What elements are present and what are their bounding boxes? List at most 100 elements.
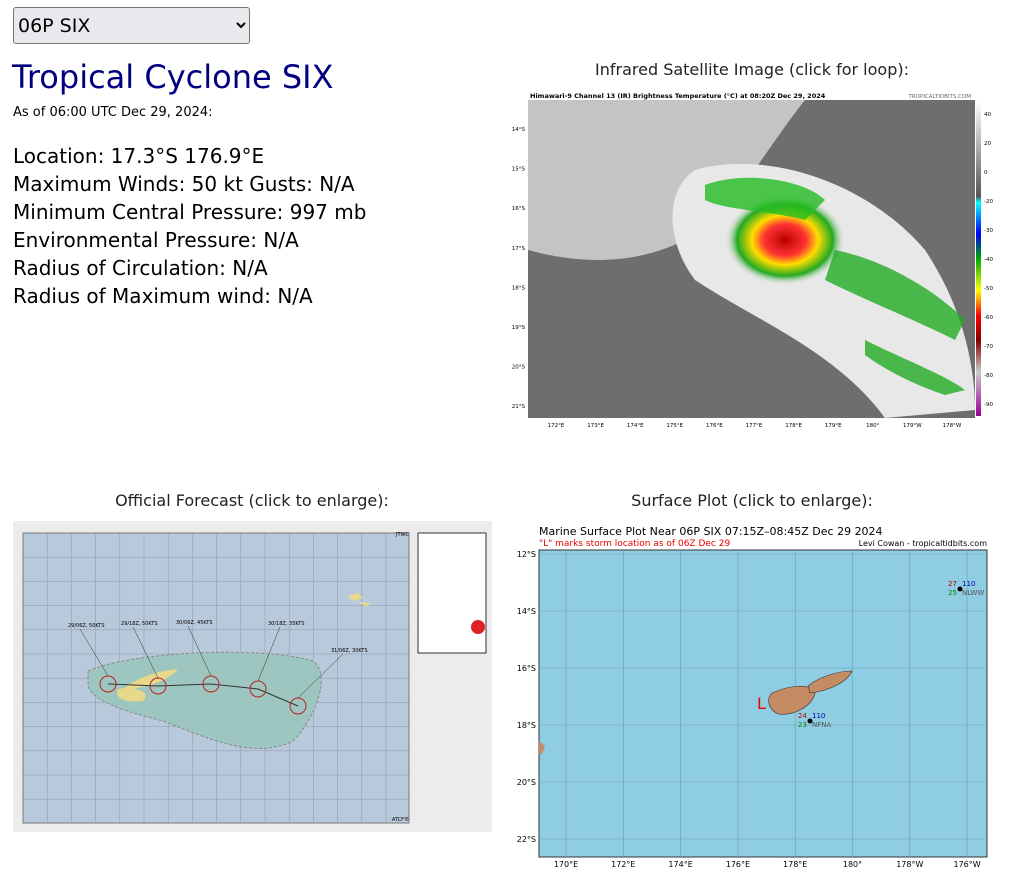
track <box>107 683 299 707</box>
island <box>348 593 370 607</box>
as-of: As of 06:00 UTC Dec 29, 2024: <box>13 105 213 120</box>
colorbar-label: -70 <box>984 344 993 350</box>
lat-label: 14°S <box>517 607 536 616</box>
satellite-credit: TROPICALTIDBITS.COM <box>908 94 972 100</box>
station-id: NLWW <box>962 589 984 597</box>
surface-credit: Levi Cowan - tropicaltidbits.com <box>859 539 988 548</box>
station-dot <box>957 586 963 592</box>
island <box>768 685 816 715</box>
colorbar-label: -60 <box>984 315 993 321</box>
lon-label: 174°E <box>668 860 692 869</box>
info-line: Radius of Maximum wind: N/A <box>13 284 313 308</box>
leader <box>297 653 344 699</box>
lat-label: 14°S <box>512 127 526 133</box>
station-temp: 27 <box>948 580 957 588</box>
station-pressure: 110 <box>812 712 825 720</box>
lon-label: 178°E <box>785 423 802 429</box>
island <box>807 670 853 694</box>
lat-label: 12°S <box>517 550 536 559</box>
lat-label: 18°S <box>517 721 536 730</box>
island <box>117 688 146 702</box>
leader <box>257 626 281 682</box>
lon-label: 178°E <box>783 860 807 869</box>
lon-label: 178°W <box>896 860 923 869</box>
lon-label: 178°W <box>943 423 962 429</box>
station-pressure: 110 <box>962 580 975 588</box>
lon-label: 176°W <box>954 860 981 869</box>
atcf: ATCF® <box>392 816 409 823</box>
colorbar-label: -20 <box>984 199 993 205</box>
lon-label: 179°E <box>825 423 842 429</box>
colorbar <box>976 102 981 416</box>
satellite-title: Himawari-9 Channel 13 (IR) Brightness Te… <box>530 92 826 100</box>
info-line: Radius of Circulation: N/A <box>13 256 268 280</box>
island <box>539 741 545 754</box>
leader <box>132 626 159 679</box>
lat-label: 16°S <box>517 664 536 673</box>
map-area <box>538 549 988 858</box>
lon-label: 180° <box>866 423 879 429</box>
storm-select[interactable]: 06P SIX <box>13 7 250 44</box>
lat-label: 20°S <box>512 365 526 371</box>
lon-label: 177°E <box>746 423 763 429</box>
info-line: Location: 17.3°S 176.9°E <box>13 144 265 168</box>
lat-label: 21°S <box>512 404 526 410</box>
info-line: Maximum Winds: 50 kt Gusts: N/A <box>13 172 355 196</box>
station-dew: 23 <box>798 721 807 729</box>
lon-label: 179°W <box>903 423 922 429</box>
storm-info: Location: 17.3°S 176.9°E Maximum Winds: 5… <box>13 142 366 310</box>
legend-icon <box>471 620 485 634</box>
surface-image[interactable]: Marine Surface Plot Near 06P SIX 07:15Z–… <box>510 521 1022 873</box>
lon-label: 174°E <box>627 423 644 429</box>
forecast-image[interactable]: JTWC ATCF® 29/06Z, 50KTS 29/18Z, 50KTS 30/… <box>13 521 492 832</box>
lat-label: 15°S <box>512 167 526 173</box>
lon-label: 172°E <box>548 423 565 429</box>
satellite-image[interactable]: Himawari-9 Channel 13 (IR) Brightness Te… <box>505 90 1005 432</box>
forecast-label: 29/06Z, 50KTS <box>68 623 105 629</box>
colorbar-label: -30 <box>984 228 993 234</box>
colorbar-label: -80 <box>984 373 993 379</box>
forecast-caption: Official Forecast (click to enlarge): <box>115 491 389 510</box>
surface-title: Marine Surface Plot Near 06P SIX 07:15Z–… <box>539 525 883 538</box>
lon-label: 176°E <box>706 423 723 429</box>
colorbar-label: 40 <box>984 112 991 118</box>
storm-title: Tropical Cyclone SIX <box>12 58 334 96</box>
lat-label: 19°S <box>512 325 526 331</box>
lat-label: 16°S <box>512 206 526 212</box>
colorbar-label: 20 <box>984 141 991 147</box>
surface-subtitle: "L" marks storm location as of 06Z Dec 2… <box>539 539 730 549</box>
surface-caption: Surface Plot (click to enlarge): <box>631 491 873 510</box>
cloud <box>825 250 965 340</box>
agency: JTWC <box>395 532 409 538</box>
lon-label: 172°E <box>611 860 635 869</box>
leader <box>79 628 109 677</box>
lon-label: 173°E <box>587 423 604 429</box>
cloud <box>705 177 825 220</box>
station-dot <box>807 718 813 724</box>
colorbar-label: -40 <box>984 257 993 263</box>
storm-marker: L <box>757 694 766 713</box>
colorbar-label: -90 <box>984 402 993 408</box>
lon-label: 170°E <box>554 860 578 869</box>
lon-label: 176°E <box>726 860 750 869</box>
station-id: NFNA <box>812 721 831 729</box>
lat-label: 17°S <box>512 246 526 252</box>
legend-box <box>417 532 487 654</box>
info-line: Minimum Central Pressure: 997 mb <box>13 200 367 224</box>
storm-core <box>725 195 845 285</box>
forecast-label: 30/06Z, 45KTS <box>176 620 213 626</box>
forecast-label: 30/18Z, 35KTS <box>268 621 305 627</box>
forecast-label: 29/18Z, 50KTS <box>121 621 158 627</box>
colorbar-label: -50 <box>984 286 993 292</box>
cloud <box>865 340 965 395</box>
station-dew: 25 <box>948 589 957 597</box>
lat-label: 20°S <box>517 778 536 787</box>
satellite-caption: Infrared Satellite Image (click for loop… <box>595 60 909 79</box>
lon-label: 180° <box>843 860 862 869</box>
cloud <box>528 100 805 260</box>
leader <box>187 625 212 677</box>
station-temp: 24 <box>798 712 807 720</box>
forecast-label: 31/06Z, 30KTS <box>331 648 368 654</box>
info-line: Environmental Pressure: N/A <box>13 228 299 252</box>
